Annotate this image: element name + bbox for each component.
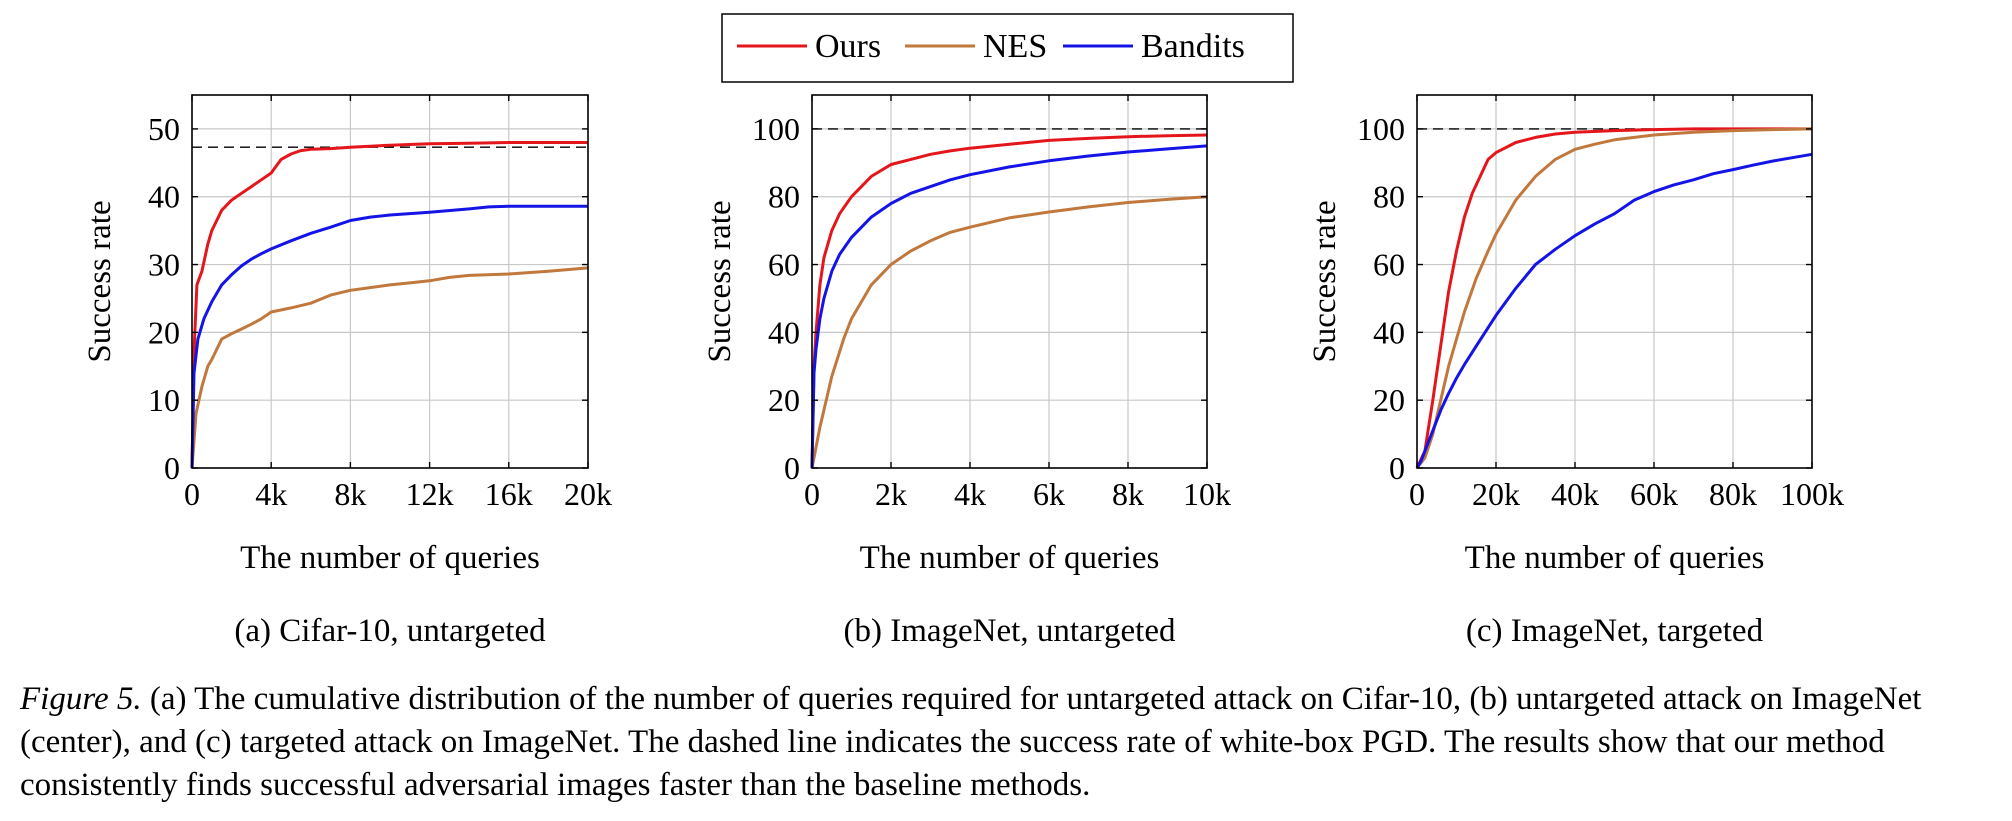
- x-tick-label: 8k: [1112, 476, 1144, 512]
- series-line-ours: [810, 133, 1208, 469]
- y-axis-label: Success rate: [702, 200, 738, 362]
- legend-label-nes: NES: [983, 28, 1047, 65]
- legend-box: [721, 13, 1294, 83]
- x-axis-label: The number of queries: [860, 540, 1160, 576]
- x-tick-label: 0: [1409, 476, 1425, 512]
- y-tick-label: 40: [1373, 314, 1405, 350]
- x-tick-label: 10k: [1183, 476, 1231, 512]
- y-tick-label: 40: [768, 314, 800, 350]
- y-tick-label: 80: [768, 179, 800, 215]
- series-line-ours: [1415, 127, 1812, 469]
- x-tick-label: 0: [184, 476, 200, 512]
- x-tick-label: 100k: [1780, 476, 1844, 512]
- x-axis-label: The number of queries: [1465, 540, 1765, 576]
- legend-label-ours: Ours: [815, 28, 881, 65]
- panel-subtitle: (a) Cifar-10, untargeted: [234, 613, 546, 649]
- x-tick-label: 12k: [406, 476, 454, 512]
- panel-subtitle: (b) ImageNet, untargeted: [844, 613, 1176, 649]
- plot-frame: [811, 94, 1208, 469]
- x-tick-label: 0: [804, 476, 820, 512]
- y-axis-label: Success rate: [82, 200, 118, 362]
- x-tick-label: 60k: [1630, 476, 1678, 512]
- x-tick-label: 16k: [485, 476, 533, 512]
- series-line-ours: [190, 141, 588, 469]
- x-tick-label: 20k: [1472, 476, 1520, 512]
- series-line-bandits: [190, 204, 588, 469]
- chart-panel-a: 0 4k 8k 12k 16k 20k 0 10 20 30 40 50 The number of q…: [82, 94, 612, 649]
- y-tick-label: 0: [164, 450, 180, 486]
- y-tick-label: 100: [1357, 111, 1405, 147]
- series-line-nes: [1415, 127, 1813, 469]
- series-line-nes: [810, 195, 1208, 469]
- series-line-bandits: [1415, 152, 1813, 469]
- legend: Ours NES Bandits: [721, 13, 1294, 83]
- y-tick-label: 100: [752, 111, 800, 147]
- x-tick-label: 2k: [875, 476, 907, 512]
- y-tick-label: 30: [148, 247, 180, 283]
- x-tick-label: 20k: [564, 476, 612, 512]
- y-tick-label: 50: [148, 111, 180, 147]
- panel-subtitle: (c) ImageNet, targeted: [1466, 613, 1764, 649]
- plot-frame: [1416, 94, 1813, 469]
- figure-caption: Figure 5. (a) The cumulative distributio…: [20, 678, 2010, 807]
- y-tick-label: 60: [768, 247, 800, 283]
- x-tick-label: 80k: [1709, 476, 1757, 512]
- y-tick-label: 40: [148, 179, 180, 215]
- x-tick-label: 4k: [954, 476, 986, 512]
- caption-label: Figure 5.: [20, 681, 142, 717]
- x-tick-label: 40k: [1551, 476, 1599, 512]
- x-tick-label: 8k: [334, 476, 366, 512]
- y-tick-label: 60: [1373, 247, 1405, 283]
- y-tick-label: 20: [1373, 382, 1405, 418]
- x-axis-label: The number of queries: [240, 540, 540, 576]
- x-tick-label: 6k: [1033, 476, 1065, 512]
- series-line-bandits: [810, 144, 1208, 469]
- series-line-nes: [190, 266, 589, 469]
- chart-panel-c: 0 20k 40k 60k 80k 100k 0 20 40 60 80 100 The number …: [1307, 94, 1844, 649]
- x-tick-label: 4k: [255, 476, 287, 512]
- y-tick-label: 20: [768, 382, 800, 418]
- chart-panel-b: 0 2k 4k 6k 8k 10k 0 20 40 60 80 100 The number of qu…: [702, 94, 1231, 649]
- y-tick-label: 0: [784, 450, 800, 486]
- y-tick-label: 10: [148, 382, 180, 418]
- y-tick-label: 0: [1389, 450, 1405, 486]
- caption-text: (a) The cumulative distribution of the n…: [20, 681, 1922, 803]
- legend-label-bandits: Bandits: [1141, 28, 1245, 65]
- y-tick-label: 80: [1373, 179, 1405, 215]
- figure-5: Ours NES Bandits 0 4k 8k 12k 16k 20k 0 10 20 30 40 50…: [82, 13, 1844, 649]
- plot-frame: [191, 94, 589, 469]
- y-axis-label: Success rate: [1307, 200, 1343, 362]
- y-tick-label: 20: [148, 314, 180, 350]
